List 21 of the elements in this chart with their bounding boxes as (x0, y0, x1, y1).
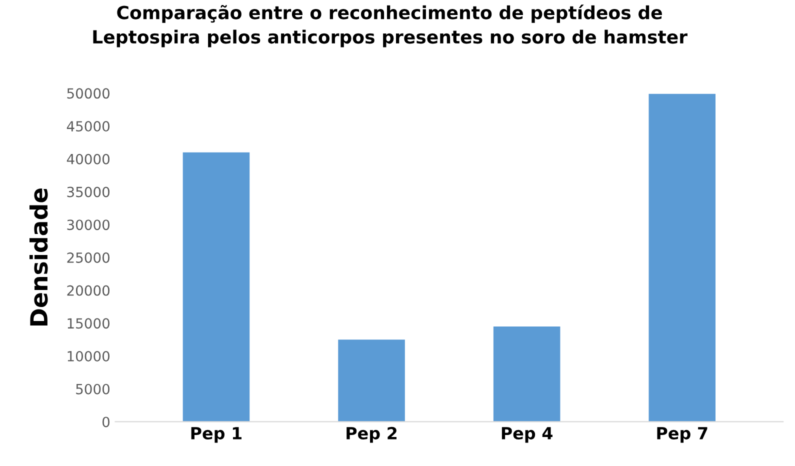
x-tick-label: Pep 4 (502, 427, 552, 443)
y-tick-label: 25000 (67, 252, 110, 263)
y-tick-label: 45000 (66, 121, 110, 132)
y-axis-title: Densidade (29, 188, 48, 326)
bar (338, 340, 405, 422)
y-tick-label: 0 (102, 416, 110, 428)
x-tick-label: Pep 2 (346, 426, 396, 443)
y-tick-label: 35000 (67, 186, 110, 198)
x-tick-label: Pep 1 (191, 427, 242, 443)
y-tick-label: 10000 (68, 350, 110, 362)
y-tick-label: 5000 (76, 384, 110, 394)
y-tick-label: 20000 (67, 285, 110, 296)
bar (493, 326, 560, 422)
y-tick-label: 15000 (68, 318, 110, 329)
bar (648, 94, 716, 422)
y-tick-label: 40000 (66, 154, 110, 164)
chart-title: Comparação entre o reconhecimento de peptídeos de Leptospira pelos anticorpos presentes no soro de hamster (93, 4, 688, 48)
y-tick-label: 50000 (67, 88, 110, 99)
bar (182, 152, 250, 422)
x-tick-label: Pep 7 (657, 427, 708, 443)
y-tick-label: 30000 (67, 220, 110, 230)
